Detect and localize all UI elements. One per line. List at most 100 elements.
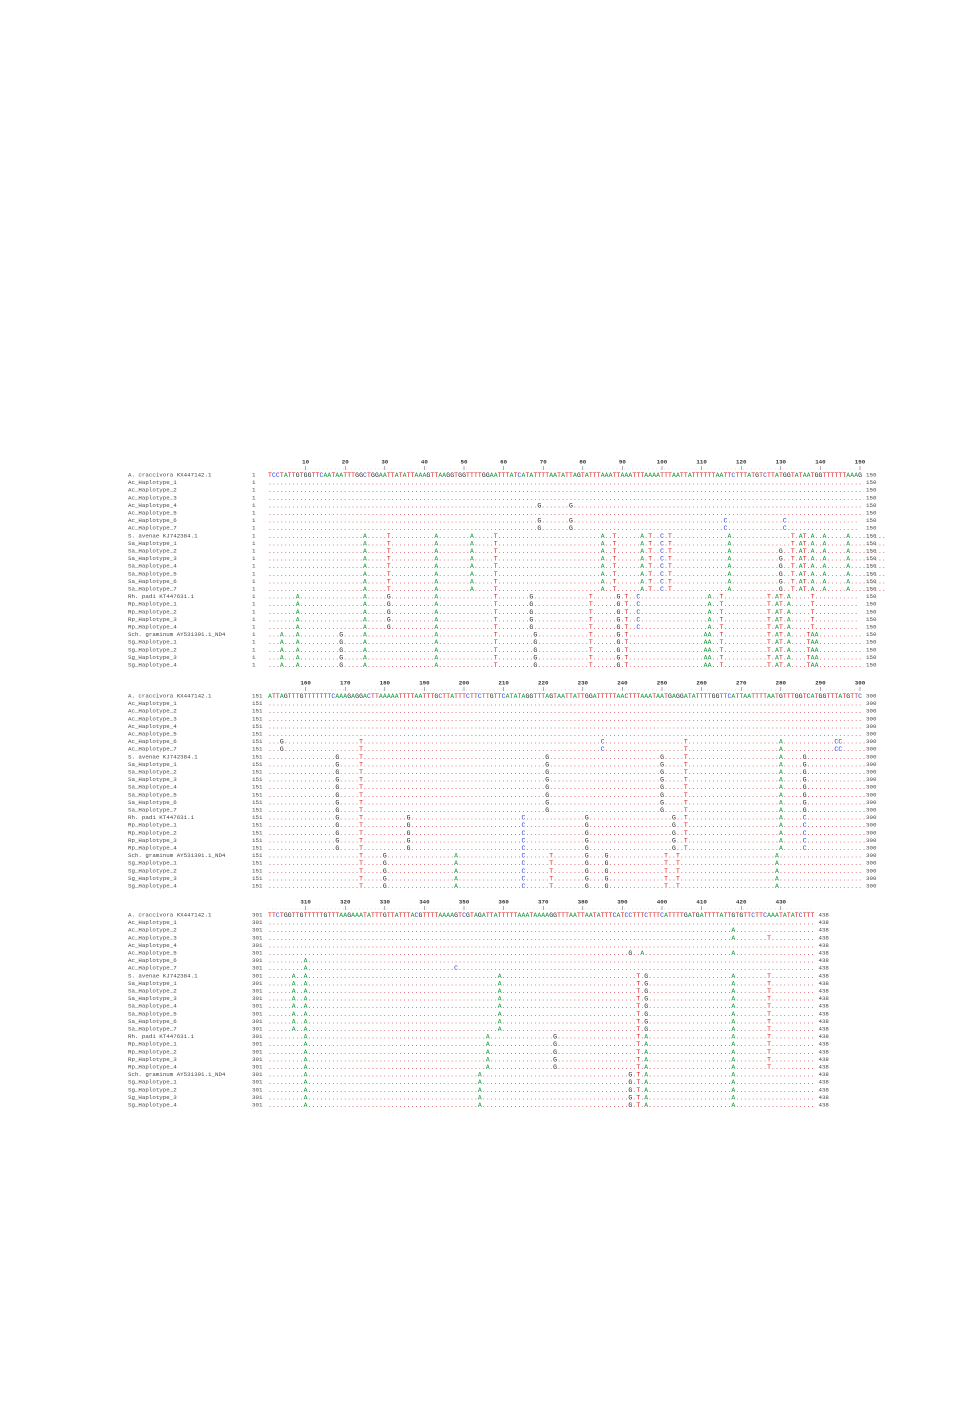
start-position: 301 bbox=[252, 988, 263, 995]
sequence-name: Ac_Haplotype_3 bbox=[128, 934, 177, 941]
ruler-label: 280 bbox=[776, 680, 787, 687]
end-position: 150 bbox=[866, 646, 877, 653]
end-position: 300 bbox=[866, 693, 877, 700]
sequence-name: Sg_Haplotype_4 bbox=[128, 883, 177, 890]
start-position: 301 bbox=[252, 1071, 263, 1078]
start-position: 151 bbox=[252, 693, 263, 700]
sequence: ATTAGTTTGTTTTTTTCAAAGAGGACTTAAAAATTTTAAT… bbox=[268, 693, 862, 700]
end-position: 150 bbox=[866, 517, 877, 524]
end-position: 150 bbox=[866, 570, 877, 577]
end-position: 150 bbox=[866, 593, 877, 600]
sequence-name: Ac_Haplotype_1 bbox=[128, 919, 177, 926]
sequence: .........A..............................… bbox=[268, 1064, 814, 1071]
sequence-name: Sa_Haplotype_5 bbox=[128, 791, 177, 798]
sequence-name: Ac_Haplotype_3 bbox=[128, 715, 177, 722]
sequence-name: Sa_Haplotype_1 bbox=[128, 540, 177, 547]
sequence-name: Sch. graminum AY531391.1_ND4 bbox=[128, 852, 226, 859]
sequence: .................G.....T................… bbox=[268, 753, 866, 760]
sequence-name: Rp_Haplotype_3 bbox=[128, 1056, 177, 1063]
ruler-label: 120 bbox=[736, 459, 747, 466]
end-position: 300 bbox=[866, 769, 877, 776]
start-position: 301 bbox=[252, 1056, 263, 1063]
sequence-name: Ac_Haplotype_4 bbox=[128, 502, 177, 509]
ruler-label: 330 bbox=[380, 899, 391, 906]
sequence: .......................T.....G..........… bbox=[268, 860, 862, 867]
sequence-name: Rh. padi KT447631.1 bbox=[128, 1033, 195, 1040]
ruler-label: 130 bbox=[776, 459, 787, 466]
sequence: .......A................A.....G.........… bbox=[268, 601, 858, 608]
start-position: 301 bbox=[252, 1064, 263, 1071]
start-position: 1 bbox=[252, 578, 256, 585]
end-position: 300 bbox=[866, 883, 877, 890]
ruler-label: 230 bbox=[578, 680, 589, 687]
sequence-name: Ac_Haplotype_7 bbox=[128, 965, 177, 972]
ruler-label: 170 bbox=[340, 680, 351, 687]
sequence-name: Ac_Haplotype_4 bbox=[128, 942, 177, 949]
start-position: 151 bbox=[252, 852, 263, 859]
start-position: 151 bbox=[252, 807, 263, 814]
start-position: 1 bbox=[252, 555, 256, 562]
ruler-label: 80 bbox=[579, 459, 586, 466]
end-position: 300 bbox=[866, 799, 877, 806]
sequence: .......................T.....G..........… bbox=[268, 875, 862, 882]
sequence-name: Sg_Haplotype_4 bbox=[128, 662, 177, 669]
end-position: 150 bbox=[866, 586, 877, 593]
ruler-label: 60 bbox=[500, 459, 507, 466]
sequence: ........................................… bbox=[268, 517, 858, 524]
sequence-name: Ac_Haplotype_2 bbox=[128, 708, 177, 715]
end-position: 438 bbox=[818, 1056, 829, 1063]
sequence: ........................A.....T.........… bbox=[268, 532, 886, 539]
start-position: 151 bbox=[252, 837, 263, 844]
sequence: ........................................… bbox=[268, 510, 862, 517]
start-position: 151 bbox=[252, 738, 263, 745]
sequence-name: Sa_Haplotype_6 bbox=[128, 799, 177, 806]
end-position: 150 bbox=[866, 601, 877, 608]
sequence: ...A...A..........G.....A...............… bbox=[268, 646, 862, 653]
start-position: 1 bbox=[252, 563, 256, 570]
end-position: 150 bbox=[866, 510, 877, 517]
end-position: 150 bbox=[866, 563, 877, 570]
ruler-label: 360 bbox=[498, 899, 509, 906]
sequence: ........................................… bbox=[268, 934, 814, 941]
sequence: ........................................… bbox=[268, 479, 862, 486]
sequence-name: Sa_Haplotype_3 bbox=[128, 995, 177, 1002]
sequence-name: Rh. padi KT447631.1 bbox=[128, 814, 195, 821]
start-position: 301 bbox=[252, 1048, 263, 1055]
start-position: 151 bbox=[252, 723, 263, 730]
sequence: .................G.....T................… bbox=[268, 761, 866, 768]
sequence: ......A..A..............................… bbox=[268, 995, 814, 1002]
end-position: 150 bbox=[866, 472, 877, 479]
sequence: TCCTATTGTGGTTCAATAATTTGGCTGGAATTATATTAAA… bbox=[268, 472, 862, 479]
sequence-name: Ac_Haplotype_7 bbox=[128, 746, 177, 753]
sequence-name: Ac_Haplotype_5 bbox=[128, 510, 177, 517]
end-position: 300 bbox=[866, 708, 877, 715]
start-position: 301 bbox=[252, 957, 263, 964]
ruler-label: 40 bbox=[421, 459, 428, 466]
start-position: 1 bbox=[252, 616, 256, 623]
ruler-label: 200 bbox=[459, 680, 470, 687]
sequence: ........................................… bbox=[268, 700, 862, 707]
sequence: .................G.....T...........G....… bbox=[268, 814, 866, 821]
start-position: 1 bbox=[252, 593, 256, 600]
sequence: ........................................… bbox=[268, 502, 862, 509]
start-position: 301 bbox=[252, 919, 263, 926]
sequence: ........................................… bbox=[268, 950, 814, 957]
start-position: 301 bbox=[252, 1086, 263, 1093]
end-position: 438 bbox=[818, 950, 829, 957]
sequence-name: Sa_Haplotype_3 bbox=[128, 776, 177, 783]
start-position: 1 bbox=[252, 631, 256, 638]
end-position: 150 bbox=[866, 479, 877, 486]
ruler-label: 90 bbox=[619, 459, 626, 466]
end-position: 438 bbox=[818, 934, 829, 941]
start-position: 1 bbox=[252, 662, 256, 669]
end-position: 300 bbox=[866, 845, 877, 852]
end-position: 438 bbox=[818, 1010, 829, 1017]
start-position: 1 bbox=[252, 517, 256, 524]
start-position: 1 bbox=[252, 548, 256, 555]
end-position: 438 bbox=[818, 1048, 829, 1055]
sequence: .........A..............................… bbox=[268, 1079, 814, 1086]
end-position: 438 bbox=[818, 912, 829, 919]
sequence: .......A................A.....G.........… bbox=[268, 593, 858, 600]
sequence-name: Sg_Haplotype_1 bbox=[128, 860, 177, 867]
start-position: 151 bbox=[252, 776, 263, 783]
